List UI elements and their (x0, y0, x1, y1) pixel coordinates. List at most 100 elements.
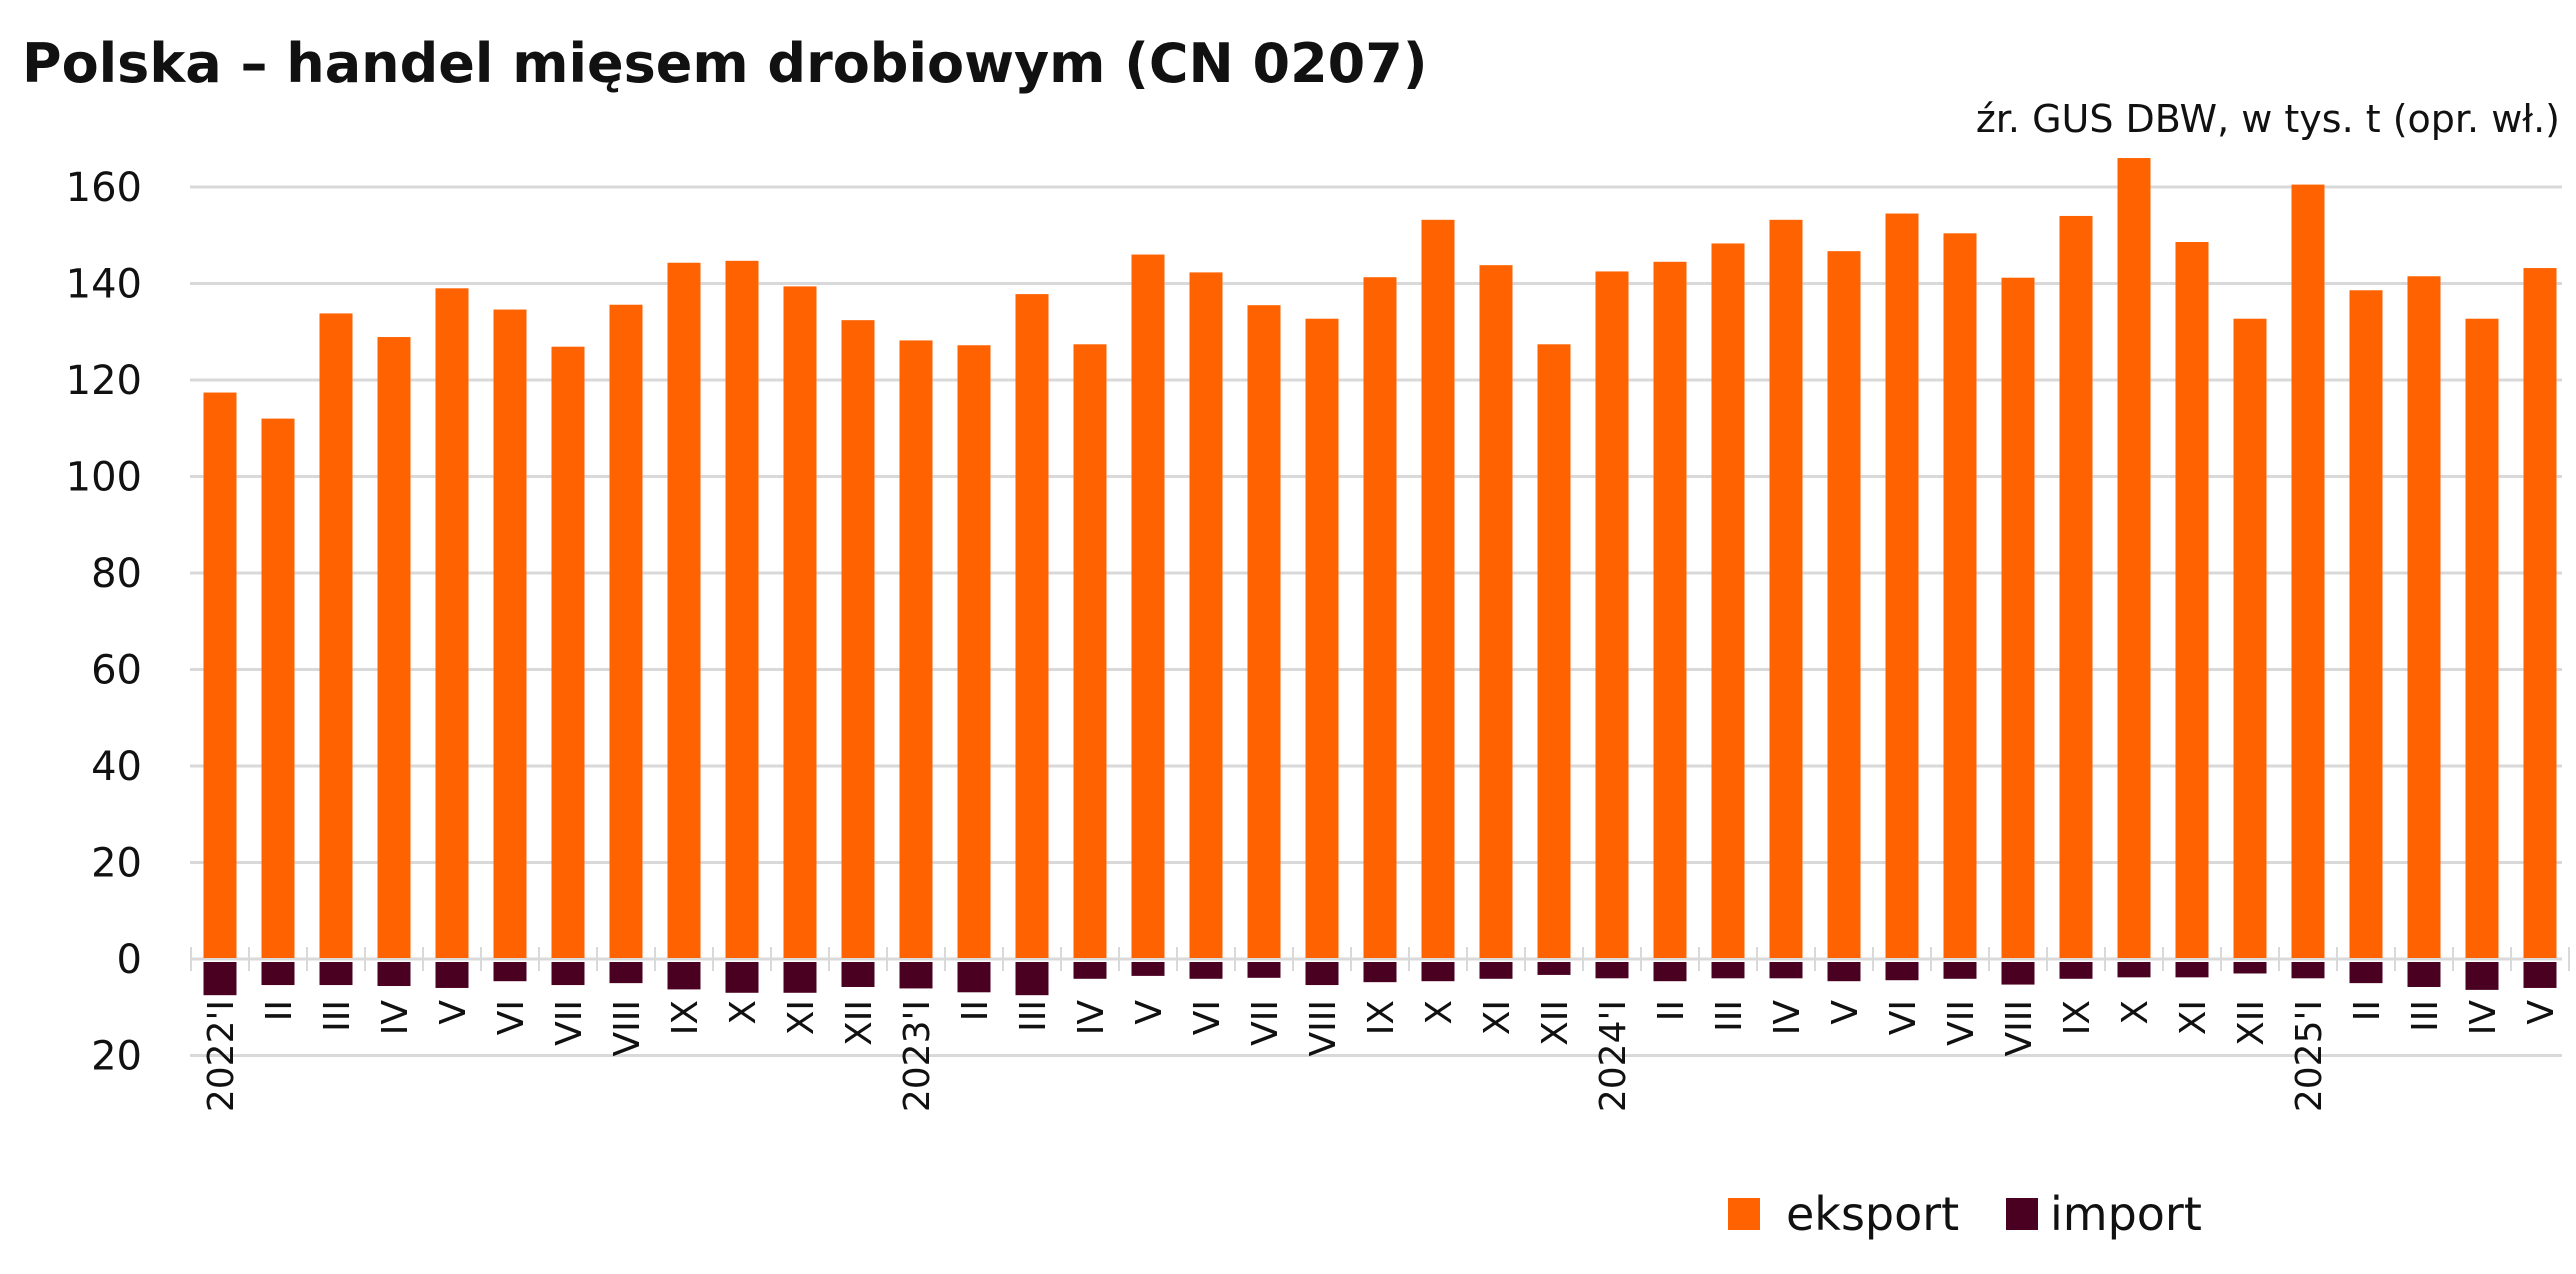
x-tick-label: XII (839, 1000, 880, 1046)
x-tick-label: VIII (607, 1000, 648, 1056)
x-tick-label: II (955, 1000, 996, 1021)
bar-eksport (1537, 344, 1571, 958)
x-axis: 2022'I II III IV V VI VII VIII IX X XI XII 2023'I II I… (190, 947, 2570, 1112)
bar-import (957, 962, 991, 993)
bar-import (2407, 962, 2441, 987)
bar-import (435, 962, 469, 988)
bars (203, 158, 2557, 996)
bar-import (1247, 962, 1281, 978)
bar-import (319, 962, 353, 986)
bar-eksport (667, 262, 701, 958)
chart-subtitle: źr. GUS DBW, w tys. t (opr. wł.) (1976, 97, 2560, 141)
x-tick-label: VI (1883, 1000, 1924, 1035)
legend: eksport import (1728, 1187, 2202, 1241)
x-tick-label: 2025'I (2289, 1000, 2330, 1112)
bar-import (2233, 962, 2267, 974)
bar-eksport (1769, 219, 1803, 958)
bar-import (1595, 962, 1629, 979)
x-tick-label: VII (1941, 1000, 1982, 1046)
x-tick-label: VIII (1999, 1000, 2040, 1056)
x-tick-label: VIII (1303, 1000, 1344, 1056)
bar-eksport (725, 260, 759, 958)
x-tick-label: V (2521, 1000, 2562, 1025)
bar-eksport (551, 346, 585, 958)
y-tick-label: 100 (66, 455, 142, 501)
x-tick-label: X (723, 1000, 764, 1025)
bar-import (261, 962, 295, 986)
bar-eksport (1711, 243, 1745, 958)
bar-eksport (2407, 276, 2441, 958)
bar-import (377, 962, 411, 987)
y-tick-label: 80 (91, 551, 142, 597)
bar-import (551, 962, 585, 986)
bar-eksport (2001, 277, 2035, 959)
x-tick-label: V (1129, 1000, 1170, 1025)
x-tick-label: 2023'I (897, 1000, 938, 1112)
bar-eksport (1247, 305, 1281, 958)
bar-eksport (435, 288, 469, 958)
bar-import (493, 962, 527, 982)
x-tick-label: III (1013, 1000, 1054, 1032)
bar-eksport (1131, 254, 1165, 959)
bar-eksport (2175, 242, 2209, 958)
bar-eksport (1595, 271, 1629, 958)
bar-eksport (2059, 215, 2093, 958)
bar-eksport (203, 392, 237, 958)
bar-eksport (1827, 251, 1861, 959)
bar-eksport (899, 340, 933, 958)
y-tick-label: 140 (66, 262, 142, 308)
x-tick-label: V (1825, 1000, 1866, 1025)
x-tick-label: IV (1071, 1000, 1112, 1036)
x-tick-label: II (2347, 1000, 2388, 1021)
x-tick-label: II (1651, 1000, 1692, 1021)
x-tick-label: XI (1477, 1000, 1518, 1035)
legend-swatch-import (2006, 1198, 2038, 1230)
x-tick-label: V (433, 1000, 474, 1025)
bar-eksport (2117, 158, 2151, 959)
bar-import (1131, 962, 1165, 976)
legend-label-import: import (2050, 1187, 2202, 1241)
x-tick-label: 2024'I (1593, 1000, 1634, 1112)
x-tick-label: X (2115, 1000, 2156, 1025)
bar-import (1537, 962, 1571, 975)
x-tick-label: VII (549, 1000, 590, 1046)
legend-swatch-eksport (1728, 1198, 1760, 1230)
bar-import (1769, 962, 1803, 979)
bar-eksport (957, 345, 991, 958)
bar-import (203, 962, 237, 996)
x-tick-label: IX (665, 1000, 706, 1035)
x-tick-label: IV (1767, 1000, 1808, 1036)
bar-import (1363, 962, 1397, 983)
bar-import (1189, 962, 1223, 979)
bar-import (2465, 962, 2499, 990)
bar-import (841, 962, 875, 987)
bar-import (1479, 962, 1513, 979)
bar-eksport (1479, 265, 1513, 958)
y-tick-label: 0 (117, 937, 142, 983)
bar-import (725, 962, 759, 993)
bar-eksport (2291, 184, 2325, 958)
bar-eksport (2233, 318, 2267, 958)
bar-import (609, 962, 643, 984)
bar-import (1885, 962, 1919, 981)
x-tick-label: IX (2057, 1000, 2098, 1035)
bar-import (1073, 962, 1107, 979)
x-tick-label: IX (1361, 1000, 1402, 1035)
y-tick-label: 20 (91, 841, 142, 887)
bar-import (1305, 962, 1339, 986)
x-tick-label: XII (1535, 1000, 1576, 1046)
bar-eksport (493, 309, 527, 958)
bar-eksport (609, 304, 643, 959)
bar-import (1015, 962, 1049, 996)
bar-import (2117, 962, 2151, 978)
bar-import (1827, 962, 1861, 982)
y-tick-label: 20 (91, 1034, 142, 1080)
bar-eksport (1015, 294, 1049, 958)
legend-label-eksport: eksport (1786, 1187, 1959, 1241)
bar-import (2291, 962, 2325, 979)
bar-eksport (1189, 272, 1223, 959)
bar-eksport (1943, 233, 1977, 958)
bar-import (1421, 962, 1455, 982)
bar-import (2059, 962, 2093, 979)
